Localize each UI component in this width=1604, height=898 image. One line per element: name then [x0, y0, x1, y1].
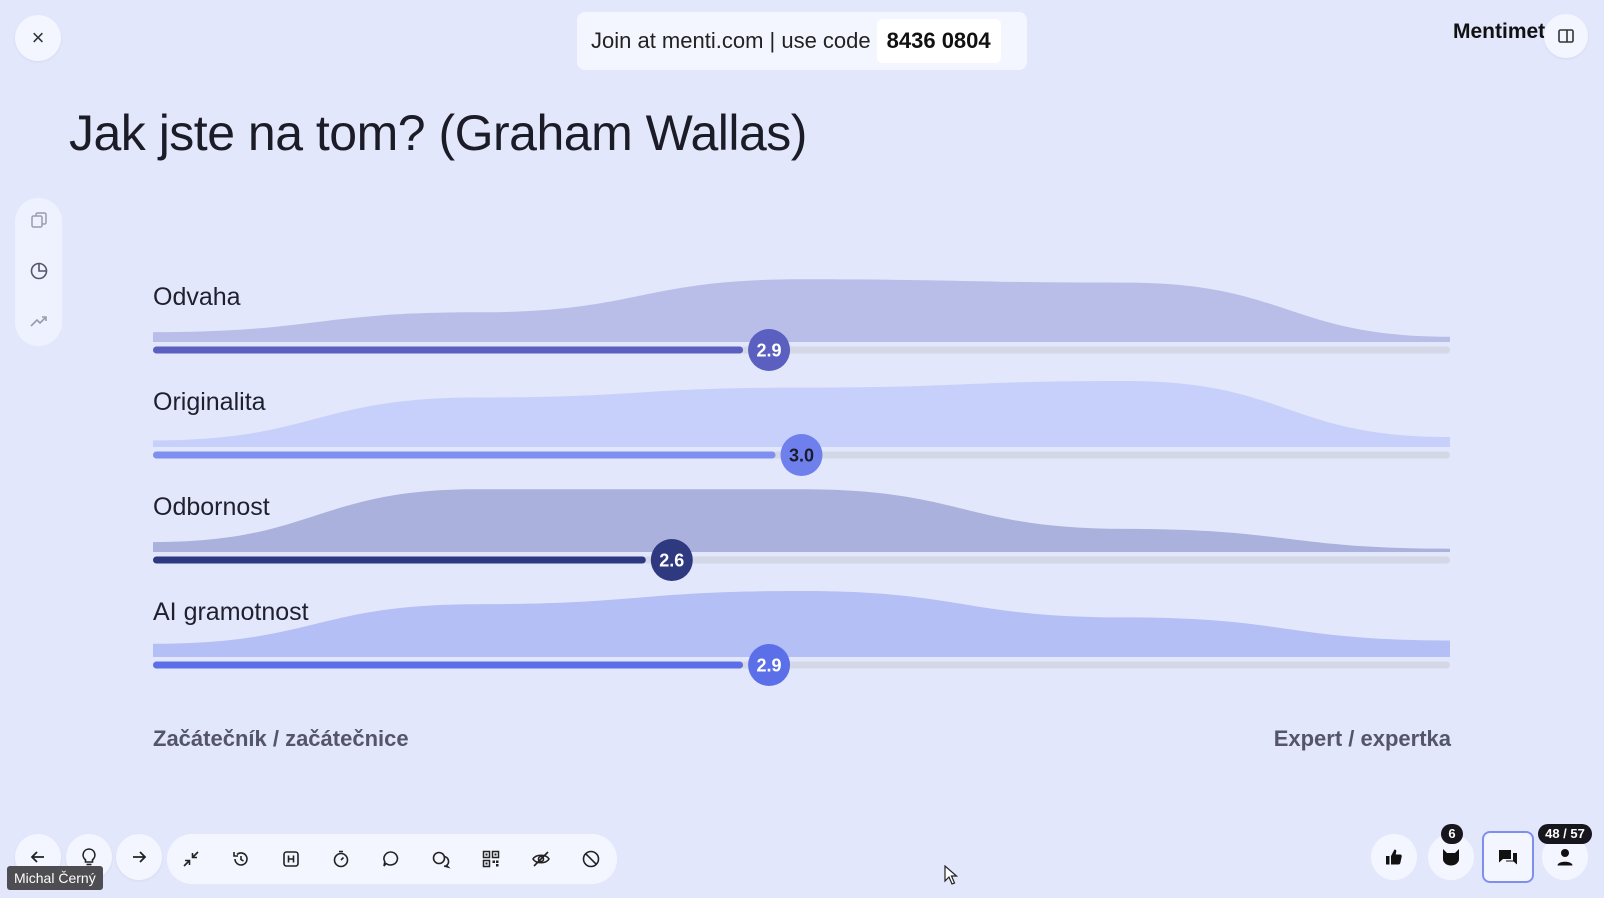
reactions-button[interactable]: [1371, 834, 1417, 880]
mean-value-label: 3.0: [789, 446, 814, 466]
forward-arrow-icon: [133, 851, 147, 863]
participants-icon: [1557, 849, 1573, 866]
distribution-area: [153, 489, 1450, 552]
panel-toggle-button[interactable]: [1544, 14, 1588, 58]
scale-item-label: Odbornost: [153, 493, 270, 521]
join-instructions: Join at menti.com | use code: [591, 28, 871, 53]
timer-icon[interactable]: [331, 849, 351, 869]
q-and-a-icon[interactable]: [431, 849, 451, 869]
mean-value-label: 2.6: [659, 551, 684, 571]
distribution-area: [153, 279, 1450, 342]
qr-code-icon[interactable]: [481, 849, 501, 869]
reset-icon[interactable]: [231, 849, 251, 869]
chat-icon: [1499, 850, 1517, 865]
mean-marker: [748, 329, 791, 371]
distribution-area: [153, 591, 1450, 657]
scale-max-label: Expert / expertka: [1273, 726, 1451, 751]
close-button[interactable]: ×: [15, 15, 61, 61]
comments-icon[interactable]: [381, 849, 401, 869]
hide-results-icon[interactable]: [281, 849, 301, 869]
mean-value-label: 2.9: [757, 341, 782, 361]
minimize-icon[interactable]: [181, 849, 201, 869]
next-slide-button[interactable]: [116, 834, 162, 880]
thumbs-up-icon: [1386, 849, 1402, 865]
mentimeter-logo: Mentimeter: [1447, 18, 1547, 46]
scale-track-fill: [153, 346, 744, 354]
reactions-count-badge: 6: [1441, 824, 1463, 844]
scale-track-fill: [153, 451, 776, 459]
scale-track-fill: [153, 556, 646, 564]
scale-min-label: Začátečník / začátečnice: [153, 726, 409, 751]
presenter-name-tag: Michal Černý: [7, 866, 103, 890]
copy-icon[interactable]: [29, 211, 49, 231]
scale-item-label: Originalita: [153, 388, 266, 416]
panel-toggle-icon: [1558, 29, 1574, 43]
chat-button[interactable]: [1482, 831, 1534, 883]
trend-icon[interactable]: [29, 311, 49, 331]
mean-marker: [650, 539, 693, 581]
close-icon: ×: [31, 25, 45, 50]
distribution-area: [153, 381, 1450, 447]
join-banner: Join at menti.com | use code 8436 0804: [577, 12, 1027, 70]
mean-value-label: 2.9: [757, 656, 782, 676]
scale-item-label: Odvaha: [153, 283, 241, 311]
scale-item-label: AI gramotnost: [153, 598, 309, 626]
lightbulb-icon: [82, 848, 96, 866]
slide-title: Jak jste na tom? (Graham Wallas): [69, 105, 807, 161]
block-icon[interactable]: [581, 849, 601, 869]
pie-chart-icon[interactable]: [29, 261, 49, 281]
mouse-cursor-icon: [944, 865, 958, 885]
brand-name: Mentimeter: [1453, 20, 1547, 43]
join-code: 8436 0804: [876, 19, 1001, 63]
mean-marker: [780, 434, 823, 476]
participants-count-badge: 48 / 57: [1538, 824, 1592, 844]
mean-marker: [748, 644, 791, 686]
eye-off-icon[interactable]: [531, 849, 551, 869]
scale-track-fill: [153, 661, 744, 669]
back-arrow-icon: [30, 851, 44, 863]
cat-reaction-icon: [1443, 849, 1459, 866]
